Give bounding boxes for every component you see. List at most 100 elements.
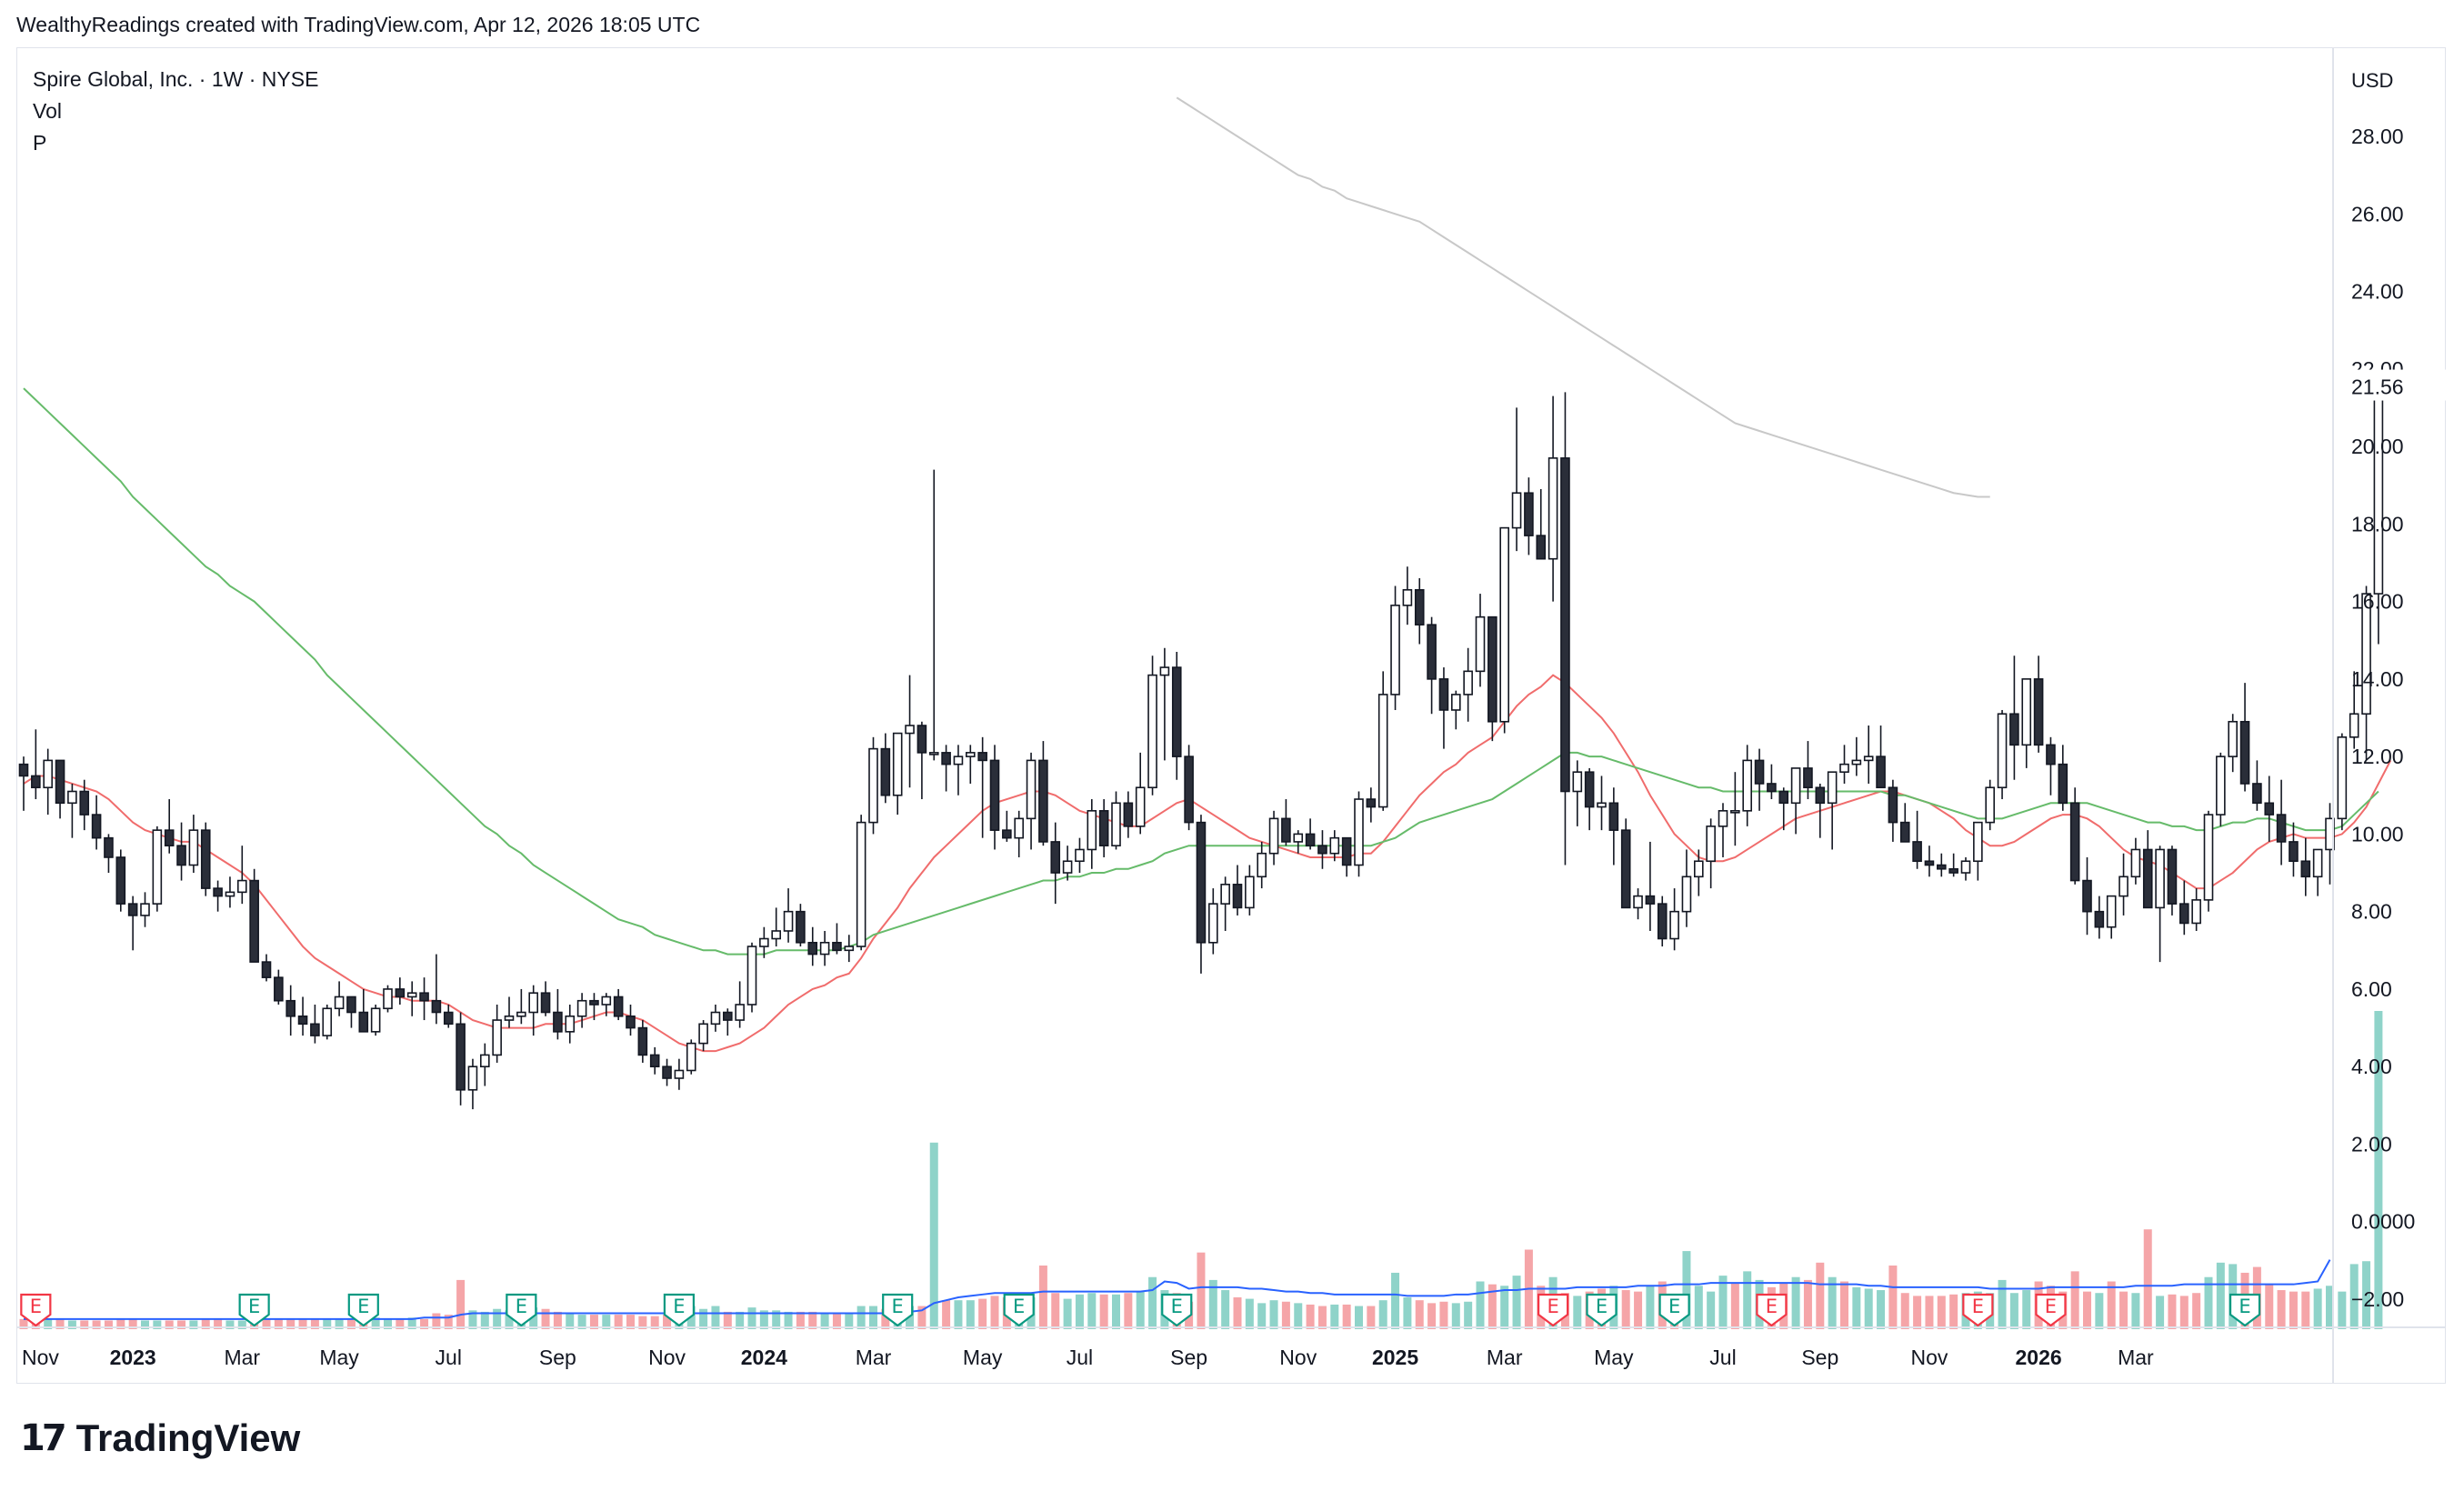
candle-body [1790,767,1801,805]
candle [406,981,417,1016]
volume-bar [1682,1251,1691,1329]
candle [1354,791,1364,877]
candle-body [1888,786,1898,824]
candle-body [880,747,891,796]
candle [1718,803,1728,857]
candle [1377,671,1388,811]
candle-body [710,1011,721,1026]
tradingview-logo[interactable]: 17 TradingView [20,1416,300,1460]
volume-bar [2301,1291,2310,1329]
candle [1706,818,1716,889]
candle-body [1038,759,1048,843]
volume-bar [832,1313,841,1329]
candle-body [1075,848,1085,863]
candle-body [1730,810,1740,814]
candle [662,1058,672,1086]
candle-body [1584,771,1595,808]
candle-body [2289,841,2299,863]
candle-body [1438,678,1449,711]
candle [164,799,175,854]
candle-body [2239,720,2250,785]
candle [528,985,539,1036]
candle-body [2033,678,2044,746]
candle-body [565,1015,576,1033]
candle [1159,647,1170,761]
candle [1815,783,1826,838]
candle [1208,888,1218,955]
candle-body [1475,615,1486,673]
candle-body [492,1019,502,1056]
candle [2009,655,2019,780]
earnings-badge [1161,1293,1193,1327]
candle [1305,818,1316,850]
candle-body [297,1015,308,1026]
legend-volume[interactable]: Vol [33,99,62,123]
volume-bar [165,1320,174,1329]
candle-body [285,999,296,1017]
time-tick-label: Nov [22,1346,59,1369]
volume-bar [177,1320,186,1329]
candle [1463,647,1473,722]
volume-bar [1208,1279,1217,1329]
candle [2167,846,2178,916]
candle [1293,830,1304,854]
candle [2191,888,2201,931]
candle [1184,745,1194,831]
candle-body [1293,833,1304,843]
candle-body [759,937,769,947]
volume-bar [663,1315,672,1329]
candle-body [2155,848,2165,909]
candle [1657,896,1668,947]
candle-body [358,1011,369,1033]
volume-bar [2374,1011,2383,1329]
candle-body [419,992,429,1002]
candle-body [1524,492,1534,536]
currency-label: USD [2351,69,2393,92]
candle [1451,690,1461,730]
candle-body [213,887,223,897]
volume-bar [541,1308,550,1329]
volume-bar [966,1300,975,1329]
candle-body [1948,867,1958,874]
earnings-label: E [357,1296,369,1317]
candle [1147,655,1157,796]
volume-bars [19,1011,2383,1329]
legend-symbol[interactable]: Spire Global, Inc. · 1W · NYSE [33,67,319,91]
volume-bar [917,1306,927,1329]
earnings-label: E [892,1296,904,1317]
volume-bar [298,1318,307,1329]
chart-frame[interactable] [16,47,2446,1384]
candle [1487,615,1497,742]
candle-body [1220,884,1230,905]
candle [115,849,126,912]
candle [1608,787,1619,866]
legend-p[interactable]: P [33,131,47,155]
candle-body [553,1011,563,1033]
candle [1220,876,1230,931]
candle-body [1597,802,1607,808]
candle [2349,671,2359,749]
candle-body [1560,457,1570,793]
candle-body [2167,848,2178,905]
volume-bar [1949,1294,1958,1329]
candle [1767,764,1777,800]
volume-bar [1257,1303,1267,1329]
volume-bar [456,1279,466,1329]
candle-body [249,879,259,963]
volume-bar [1306,1304,1315,1329]
candle-body [2130,848,2141,878]
candle [710,1004,721,1032]
time-tick-label: Sep [1170,1346,1207,1369]
volume-bar [1415,1300,1424,1329]
volume-bar [1573,1296,1582,1329]
candle [1366,787,1377,823]
ma-fast-line [23,674,2392,1053]
candle-body [771,930,782,940]
candle-body [310,1023,320,1036]
candle [31,729,41,800]
candle-body [746,946,757,1006]
volume-bar [116,1318,125,1329]
candle [1937,853,1947,877]
candle-body [928,752,939,756]
